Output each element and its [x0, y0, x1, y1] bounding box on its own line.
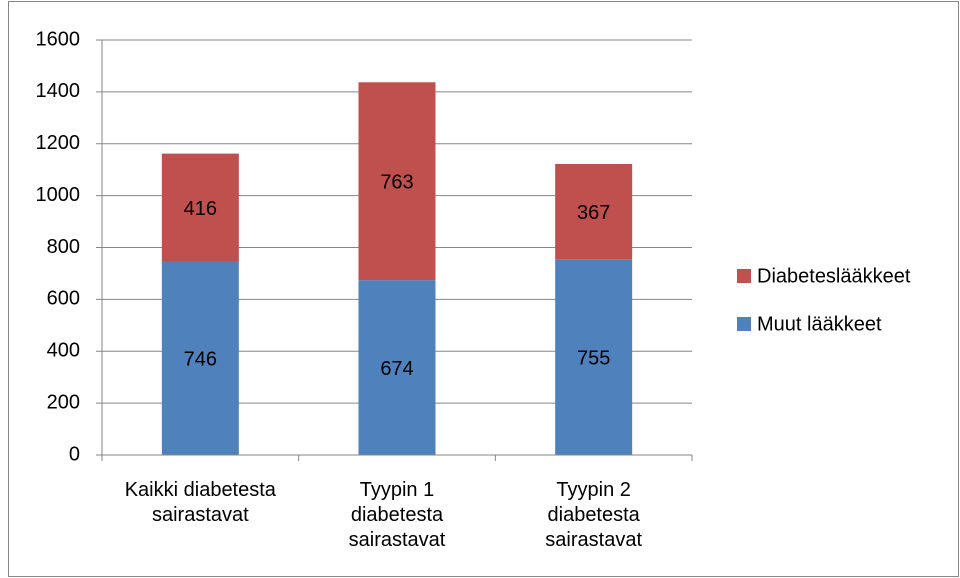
x-tick-label: Tyypin 2 diabetesta sairastavat	[545, 479, 643, 551]
y-tick-label: 200	[47, 391, 80, 413]
legend-label: Muut lääkkeet	[757, 313, 882, 335]
value-label: 755	[577, 347, 610, 369]
bar-segment	[161, 261, 239, 455]
value-label: 416	[184, 198, 217, 220]
x-tick-label: Kaikki diabetesta sairastavat	[124, 479, 276, 526]
y-tick-label: 1200	[36, 132, 81, 154]
bar-segment	[358, 280, 436, 455]
y-tick-label: 0	[69, 443, 80, 465]
bar-segment	[555, 259, 633, 455]
value-label: 674	[380, 358, 413, 380]
legend-label: Diabeteslääkkeet	[757, 265, 911, 287]
y-tick-label: 1400	[36, 80, 81, 102]
value-label: 746	[184, 349, 217, 371]
y-tick-label: 1000	[36, 184, 81, 206]
legend-swatch	[737, 269, 751, 283]
y-tick-label: 600	[47, 288, 80, 310]
bar-segment	[555, 163, 633, 260]
y-tick-label: 1600	[36, 28, 81, 50]
bar-segment	[161, 153, 239, 262]
bar-segment	[358, 82, 436, 281]
x-tick-label: Tyypin 1 diabetesta sairastavat	[348, 479, 446, 551]
y-tick-label: 400	[47, 340, 80, 362]
legend-swatch	[737, 317, 751, 331]
chart-border	[8, 1, 959, 577]
value-label: 763	[380, 172, 413, 194]
value-label: 367	[577, 202, 610, 224]
y-tick-label: 800	[47, 236, 80, 258]
